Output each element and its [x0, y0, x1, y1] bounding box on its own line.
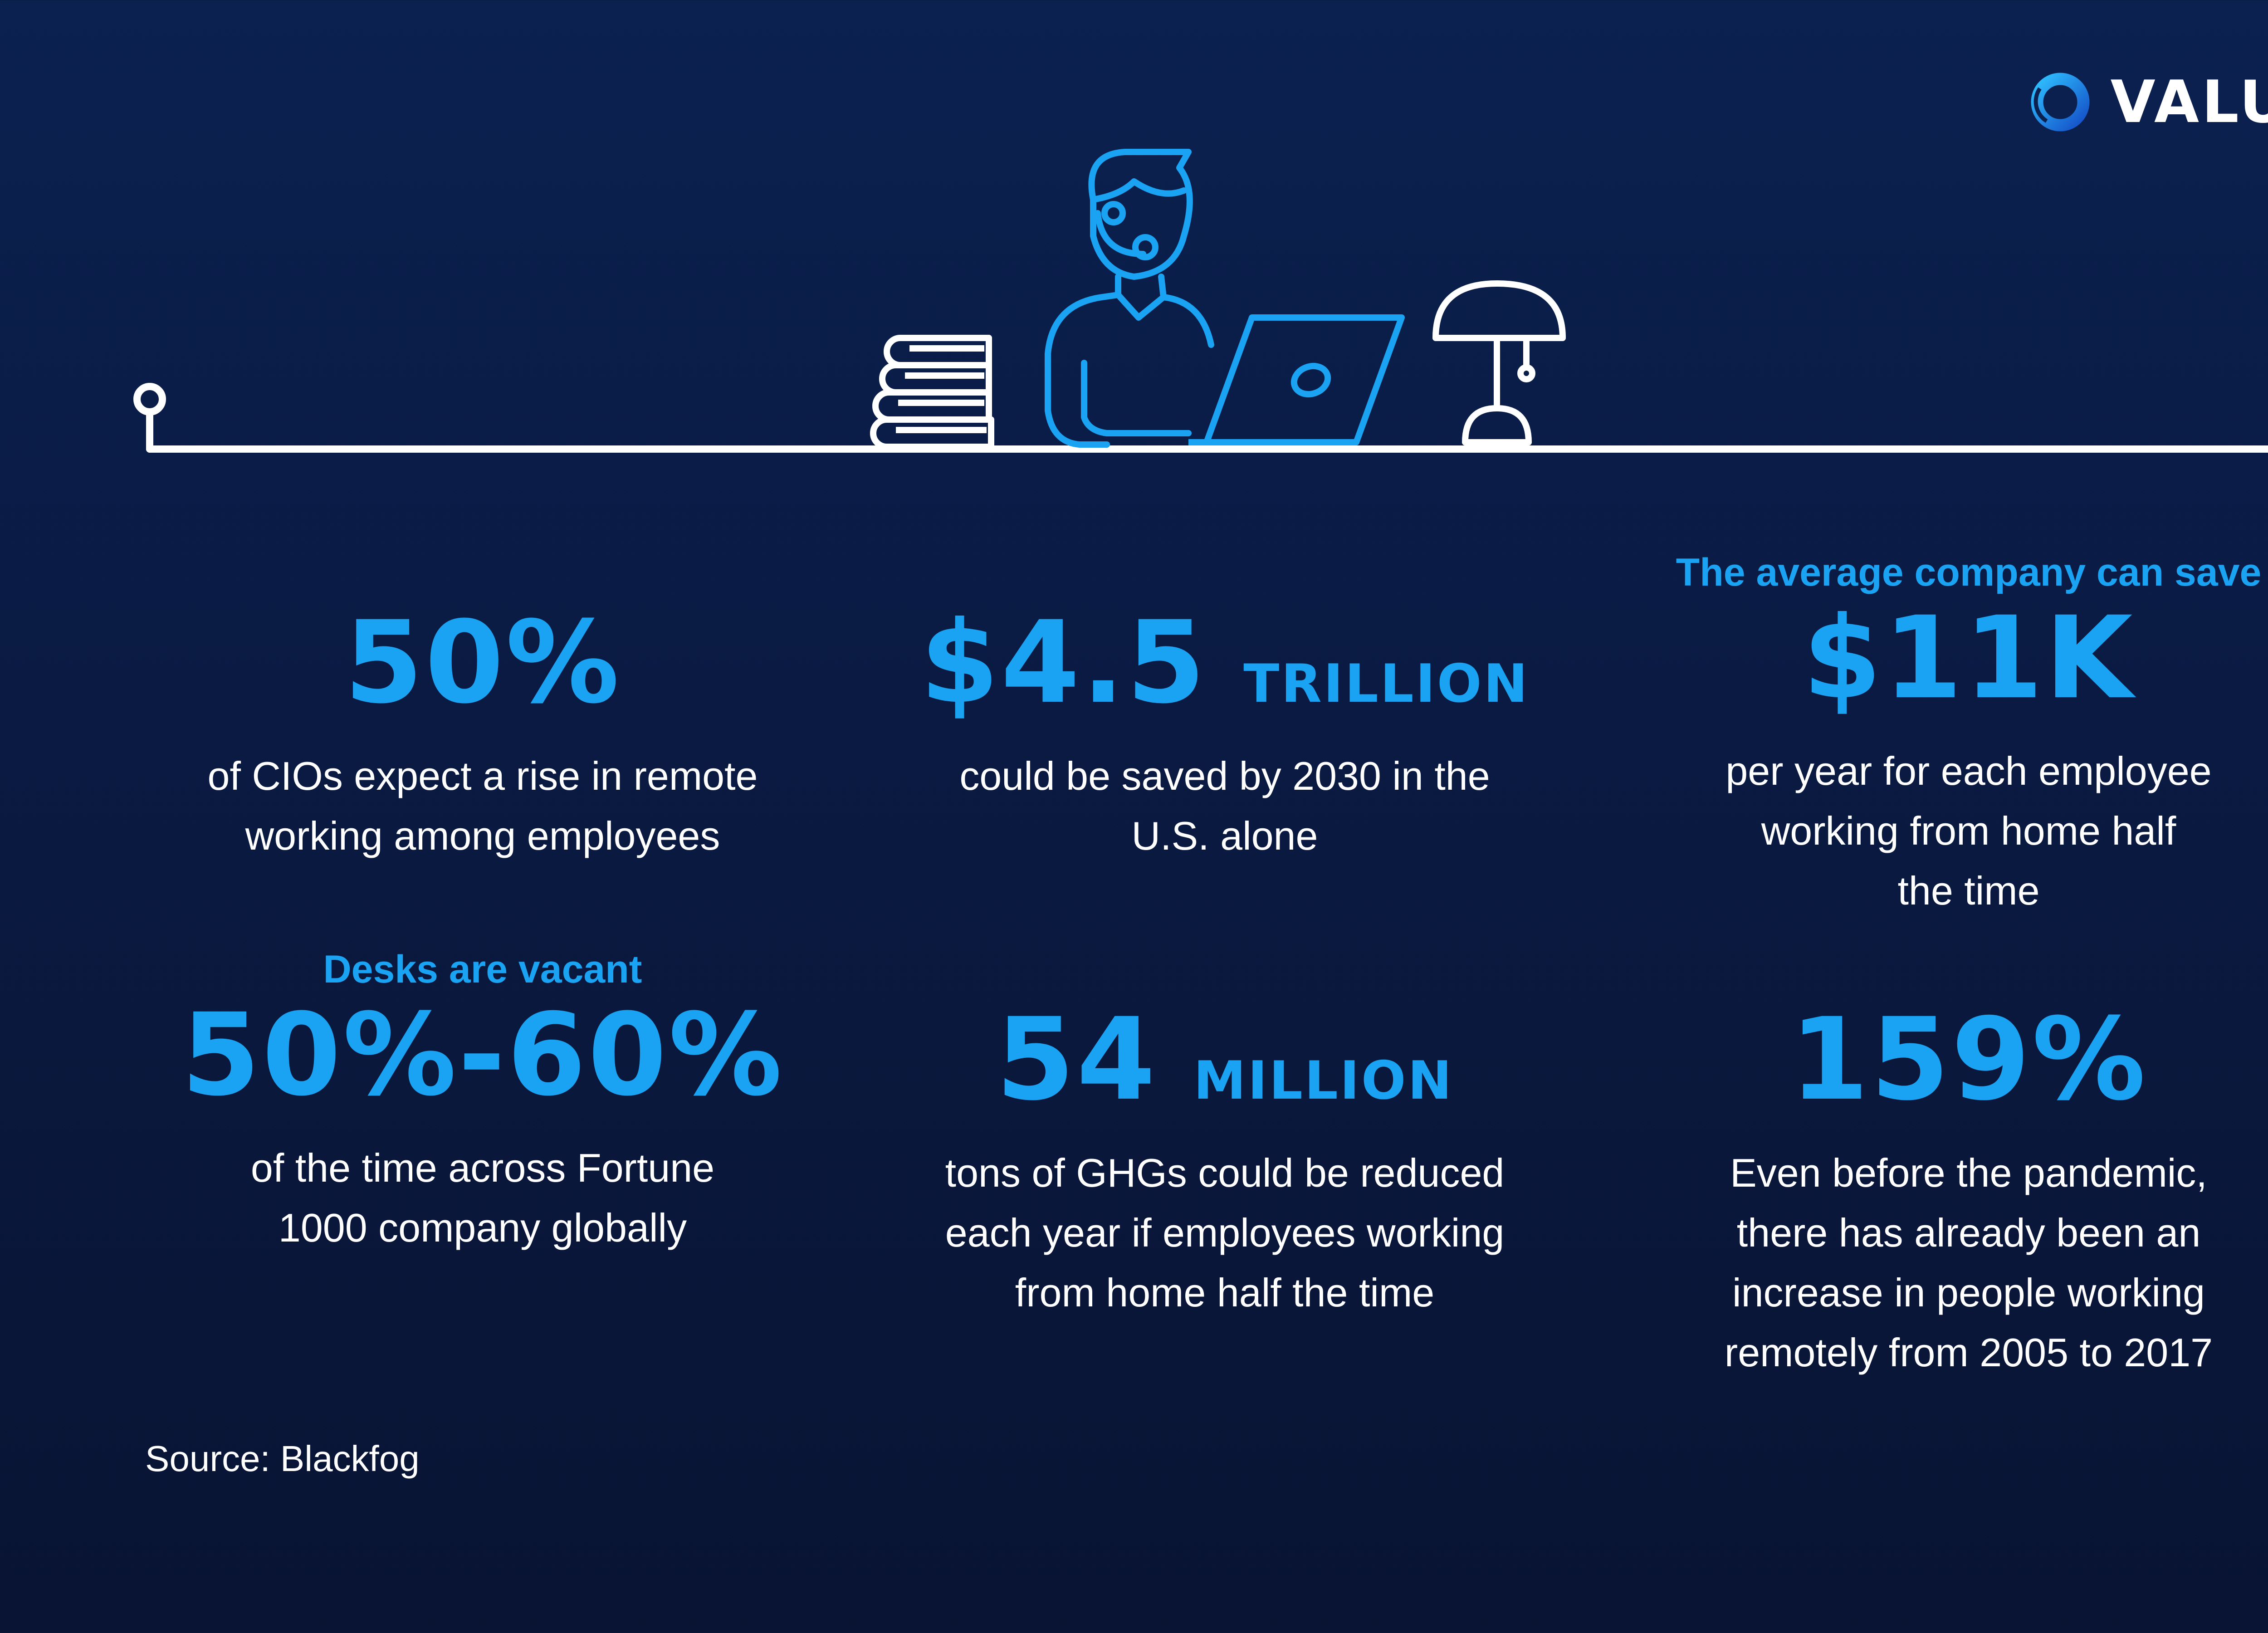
stat-description: could be saved by 2030 in the U.S. alone	[839, 746, 1610, 866]
desc-line: there has already been an	[1736, 1210, 2201, 1255]
stat-value: 54	[996, 993, 1158, 1125]
books-icon	[870, 335, 994, 450]
stat-remote-increase: 159% Even before the pandemic, there has…	[1583, 1000, 2268, 1383]
desc-line: of the time across Fortune	[250, 1145, 715, 1191]
desc-line: could be saved by 2030 in the	[959, 753, 1490, 798]
person-with-headset-icon	[1045, 149, 1214, 448]
stat-kicker: The average company can save	[1676, 551, 2262, 594]
desc-line: per year for each employee	[1725, 748, 2212, 794]
desc-line: working among employees	[245, 813, 720, 858]
stat-value: $4.5	[920, 596, 1207, 728]
workspace-illustration	[133, 149, 2268, 453]
desc-line: the time	[1897, 868, 2040, 914]
stat-kicker: Desks are vacant	[323, 948, 642, 991]
source-note: Source: Blackfog	[145, 1438, 420, 1479]
valuer-ring-icon	[2031, 73, 2090, 132]
desc-line: each year if employees working	[945, 1210, 1505, 1255]
stat-description: tons of GHGs could be reduced each year …	[839, 1143, 1610, 1323]
desc-line: of CIOs expect a rise in remote	[207, 753, 758, 798]
desk-line	[133, 383, 2268, 453]
desk-lamp-icon	[1432, 280, 1566, 445]
stat-description: of CIOs expect a rise in remote working …	[97, 746, 868, 866]
stat-value: $11K	[1803, 592, 2135, 724]
valuer-logo: VALUER	[2026, 68, 2268, 136]
stat-value: 159%	[1789, 993, 2148, 1125]
stat-value: 50%-60%	[181, 988, 784, 1121]
brand-name: VALUER	[2110, 68, 2268, 136]
stat-vacant-desks: Desks are vacant 50%-60% of the time acr…	[97, 948, 868, 1258]
desc-line: working from home half	[1761, 808, 2176, 854]
stat-description: of the time across Fortune 1000 company …	[97, 1138, 868, 1258]
stat-unit: TRILLION	[1243, 653, 1530, 714]
desc-line: remotely from 2005 to 2017	[1724, 1330, 2213, 1375]
stat-description: Even before the pandemic, there has alre…	[1583, 1143, 2268, 1383]
stat-value: 50%	[344, 596, 621, 728]
desc-line: 1000 company globally	[278, 1205, 687, 1251]
desc-line: increase in people working	[1732, 1270, 2205, 1315]
desc-line: from home half the time	[1015, 1270, 1435, 1315]
stat-us-savings: $4.5 TRILLION could be saved by 2030 in …	[839, 603, 1610, 866]
stat-cios-remote: 50% of CIOs expect a rise in remote work…	[97, 603, 868, 866]
desc-line: U.S. alone	[1131, 813, 1318, 858]
stat-ghg-reduction: 54 MILLION tons of GHGs could be reduced…	[839, 1000, 1610, 1323]
stat-company-savings: The average company can save $11K per ye…	[1583, 551, 2268, 921]
stat-unit: MILLION	[1193, 1050, 1454, 1111]
desc-line: tons of GHGs could be reduced	[945, 1150, 1505, 1195]
laptop-icon	[1188, 314, 1405, 445]
desc-line: Even before the pandemic,	[1730, 1150, 2207, 1195]
stat-description: per year for each employee working from …	[1583, 741, 2268, 921]
